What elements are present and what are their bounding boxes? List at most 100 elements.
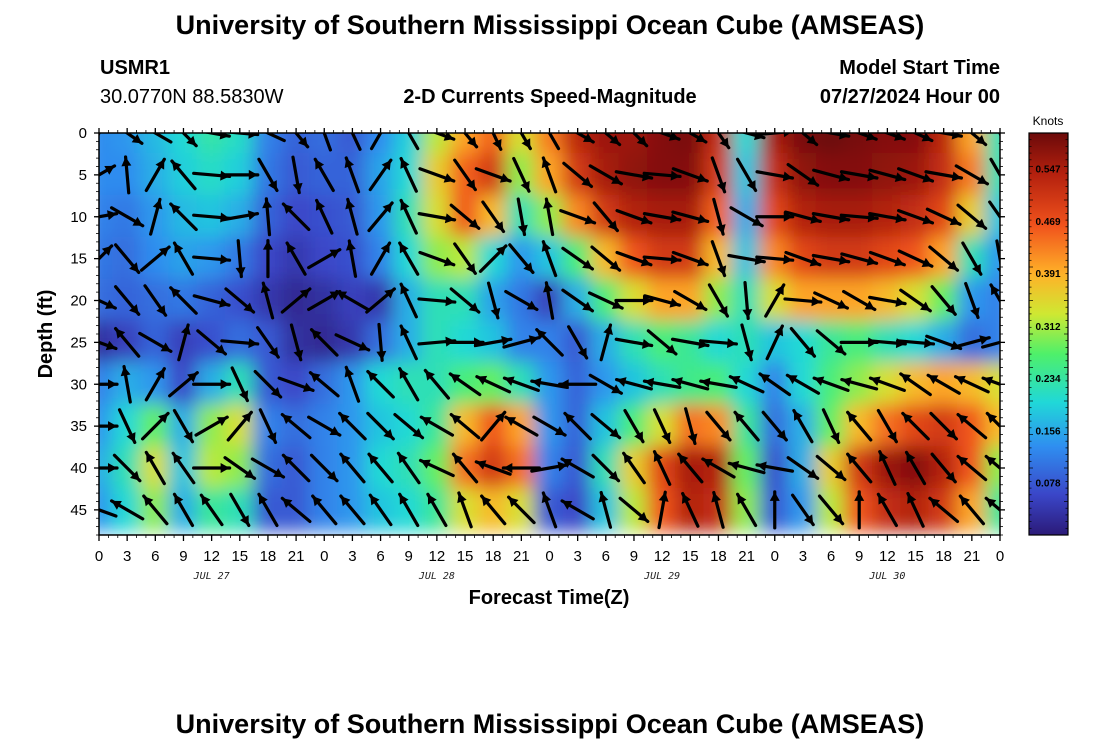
x-tick-label: 3 (348, 548, 356, 565)
current-arrow (280, 496, 312, 524)
x-tick-label: 18 (260, 548, 277, 565)
y-tick-label: 40 (70, 460, 87, 477)
current-arrow (623, 408, 645, 444)
current-arrow (307, 415, 342, 437)
current-arrow (417, 212, 457, 224)
current-arrow (868, 212, 907, 224)
current-arrow (172, 408, 195, 444)
current-arrow (449, 203, 481, 230)
current-arrow (673, 289, 708, 312)
speed-cell (393, 133, 424, 155)
current-arrow (956, 454, 988, 482)
current-arrow (854, 490, 865, 530)
x-tick-label: 6 (151, 548, 159, 565)
current-arrow (220, 169, 260, 180)
speed-cell (647, 133, 678, 155)
current-arrow (711, 490, 725, 529)
current-arrow (519, 133, 532, 151)
current-arrow (735, 157, 758, 193)
speed-cell (872, 133, 903, 155)
y-tick-label: 45 (70, 502, 87, 519)
x-tick-label: 15 (231, 548, 248, 565)
speed-cell (196, 133, 227, 155)
current-arrow (144, 367, 166, 402)
x-tick-label: 9 (405, 548, 413, 565)
current-arrow (817, 494, 845, 526)
speed-cell (99, 152, 115, 197)
footer-title: University of Southern Mississippi Ocean… (175, 709, 925, 739)
current-arrow (462, 133, 479, 149)
current-arrow (221, 133, 260, 139)
current-arrow (139, 245, 171, 272)
current-arrow (846, 452, 873, 484)
current-arrow (99, 463, 119, 473)
current-arrow (170, 159, 197, 191)
x-tick-label: 15 (682, 548, 699, 565)
current-arrow (786, 162, 820, 187)
current-arrow (895, 338, 936, 349)
y-tick-label: 20 (70, 293, 87, 310)
y-tick-label: 10 (70, 209, 87, 226)
current-arrow (109, 206, 145, 228)
current-arrow (671, 377, 710, 391)
current-arrow (192, 294, 231, 308)
current-arrow (642, 212, 682, 224)
colorbar-tick-label: 0.391 (1035, 269, 1060, 280)
current-arrow (432, 133, 456, 141)
current-arrow (426, 492, 448, 528)
current-arrow (491, 133, 503, 151)
current-arrow (868, 295, 907, 307)
current-arrow (710, 156, 727, 194)
current-arrow (262, 239, 273, 279)
current-arrow (956, 412, 988, 440)
x-tick-label: 9 (855, 548, 863, 565)
x-tick-label: 15 (907, 548, 924, 565)
current-arrow (196, 329, 228, 356)
current-arrow (854, 133, 878, 141)
current-arrow (311, 494, 338, 526)
current-arrow (172, 492, 195, 528)
current-arrow (235, 239, 246, 279)
current-arrow (124, 133, 144, 145)
current-arrow (906, 491, 925, 528)
current-arrow (590, 245, 622, 272)
current-arrow (291, 155, 303, 195)
current-arrow (309, 453, 339, 483)
current-arrow (453, 158, 477, 192)
current-arrow (399, 156, 418, 193)
current-arrow (396, 451, 421, 485)
current-arrow (344, 156, 361, 194)
current-arrow (294, 133, 310, 149)
current-arrow (113, 285, 141, 316)
speed-cell (984, 236, 1000, 281)
current-arrow (315, 198, 334, 235)
current-arrow (229, 492, 251, 528)
current-arrow (765, 324, 784, 361)
current-arrow (224, 287, 256, 314)
current-arrow (474, 167, 512, 183)
current-arrow (120, 364, 132, 404)
current-arrow (815, 329, 847, 356)
current-arrow (984, 454, 1000, 471)
current-arrow (501, 463, 541, 473)
current-arrow (603, 133, 622, 147)
current-arrow (99, 298, 117, 310)
current-arrow (507, 495, 536, 525)
current-arrow (502, 376, 540, 393)
current-arrow (671, 250, 709, 267)
x-tick-label: 18 (935, 548, 952, 565)
current-arrow (223, 456, 257, 480)
current-arrow (876, 492, 898, 528)
current-arrow (262, 197, 273, 237)
current-arrow (99, 421, 119, 432)
current-arrow (307, 248, 342, 270)
current-arrow (758, 372, 792, 397)
current-arrow (199, 493, 224, 527)
speed-cell (928, 133, 959, 155)
current-arrow (339, 452, 366, 484)
current-arrow (113, 326, 141, 358)
date-label: JUL 28 (418, 571, 455, 582)
current-arrow (961, 241, 983, 276)
current-arrow (733, 410, 760, 442)
current-arrow (707, 283, 730, 318)
